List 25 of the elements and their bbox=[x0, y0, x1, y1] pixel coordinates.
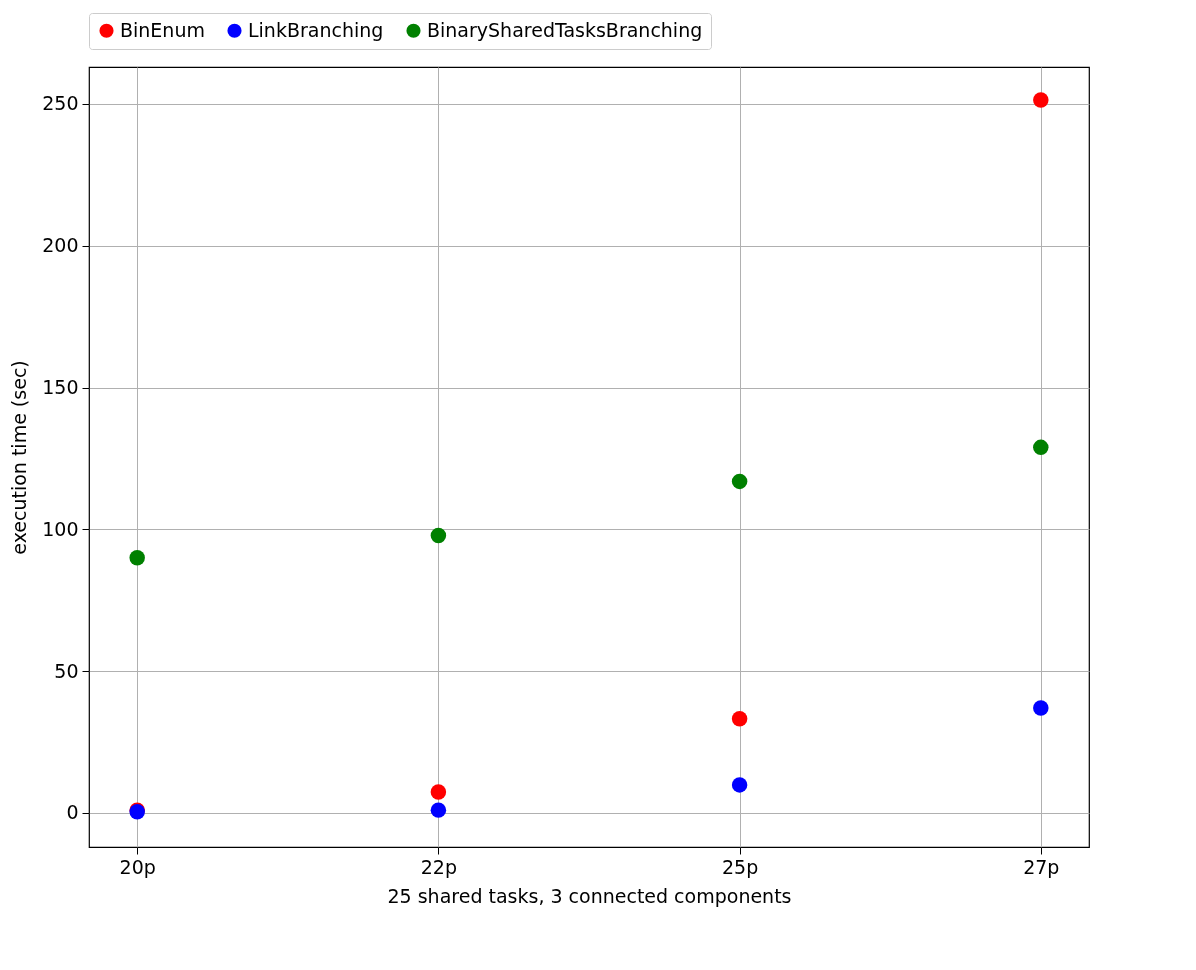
point bbox=[430, 784, 447, 800]
point bbox=[1033, 700, 1049, 716]
x-axis-title: 25 shared tasks, 3 connected components bbox=[387, 884, 792, 907]
point bbox=[1033, 439, 1049, 456]
y-tick-label: 100 bbox=[42, 517, 79, 540]
legend-label: LinkBranching bbox=[248, 18, 384, 41]
y-tick-label: 200 bbox=[42, 234, 79, 257]
x-tick-label: 22p bbox=[420, 855, 458, 878]
x-tick-label: 27p bbox=[1023, 855, 1060, 878]
point bbox=[731, 777, 748, 793]
y-tick-label: 50 bbox=[54, 659, 79, 682]
y-tick-label: 0 bbox=[66, 801, 79, 824]
point bbox=[129, 549, 145, 566]
y-axis-title: execution time (sec) bbox=[8, 360, 31, 555]
point bbox=[1033, 92, 1049, 108]
legend-label: BinEnum bbox=[120, 18, 205, 41]
x-tick-label: 25p bbox=[721, 855, 759, 878]
point bbox=[731, 711, 748, 727]
y-tick-label: 250 bbox=[42, 92, 79, 115]
y-tick-label: 150 bbox=[42, 376, 79, 399]
x-tick-label: 20p bbox=[119, 855, 156, 878]
point bbox=[731, 473, 748, 490]
legend-label: BinarySharedTasksBranching bbox=[427, 18, 703, 41]
point bbox=[430, 527, 447, 544]
point bbox=[430, 802, 447, 818]
